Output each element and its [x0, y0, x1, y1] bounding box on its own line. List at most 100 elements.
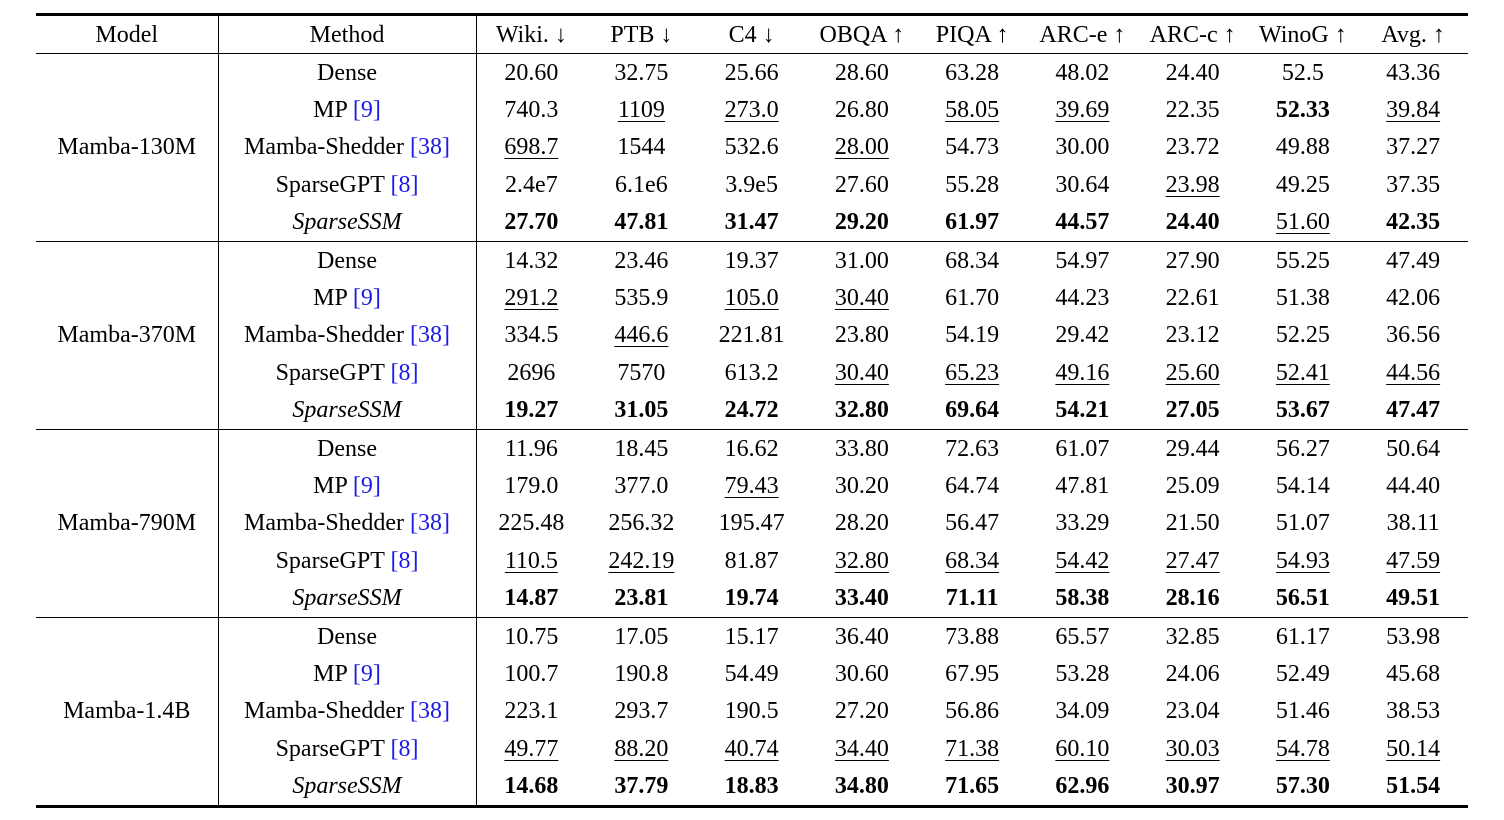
metric-value: 49.25: [1248, 166, 1358, 203]
table-row: Mamba-Shedder [38] 334.5 446.6 221.81 23.80 5…: [36, 316, 1468, 355]
metric-value: 18.45: [586, 429, 696, 467]
header-metric: OBQA ↑: [819, 21, 905, 48]
metric-value-text: 100.7: [504, 660, 559, 687]
citation-link[interactable]: [9]: [352, 285, 381, 312]
metric-value: 54.42: [1027, 542, 1137, 579]
metric-value: 49.77: [476, 730, 586, 767]
citation-link[interactable]: [8]: [390, 735, 419, 762]
method-cell: Mamba-Shedder [38]: [218, 128, 477, 167]
metric-value: 179.0: [476, 467, 586, 504]
metric-value: 47.59: [1358, 542, 1468, 579]
metric-value: 740.3: [476, 91, 586, 128]
metric-value-text: 31.05: [614, 397, 669, 424]
metric-value-text: 17.05: [614, 623, 669, 650]
metric-value-text: 61.17: [1275, 623, 1330, 650]
metric-value-text: 27.60: [834, 171, 889, 198]
metric-value: 54.19: [917, 317, 1027, 354]
citation-link[interactable]: [8]: [390, 171, 419, 198]
header-metric: WinoG ↑: [1259, 21, 1347, 48]
metric-value-text: 7570: [617, 359, 666, 386]
metric-value: 51.60: [1248, 204, 1358, 242]
method-name: SparseSSM: [292, 397, 402, 424]
metric-value: 51.46: [1248, 693, 1358, 730]
metric-value: 223.1: [476, 693, 586, 730]
metric-value-text: 49.88: [1275, 134, 1330, 161]
citation-link[interactable]: [9]: [352, 97, 381, 124]
metric-value-text: 54.42: [1055, 547, 1110, 574]
citation-link[interactable]: [38]: [409, 510, 450, 537]
metric-value: 56.86: [917, 693, 1027, 730]
metric-value-text: 14.32: [504, 247, 559, 274]
metric-value-text: 15.17: [724, 623, 779, 650]
metric-value-text: 30.64: [1055, 171, 1110, 198]
metric-value-text: 23.81: [614, 585, 669, 612]
metric-value: 14.87: [476, 579, 586, 617]
metric-value: 532.6: [697, 129, 807, 166]
citation-link[interactable]: [38]: [409, 698, 450, 725]
table-row: SparseGPT [8] 2696 7570 613.2 30.40 65.23 49.1…: [36, 354, 1468, 392]
table-header: Model Method Wiki. ↓ PTB ↓ C4 ↓ OBQA ↑ P…: [36, 14, 1469, 54]
method-cell: MP [9]: [218, 467, 477, 505]
metric-value: 19.74: [697, 579, 807, 617]
metric-value-text: 535.9: [614, 285, 669, 312]
header-model: Model: [36, 14, 219, 54]
metric-value: 105.0: [697, 279, 807, 316]
metric-value-text: 73.88: [945, 623, 1000, 650]
metric-value: 65.57: [1027, 617, 1137, 655]
metric-value-text: 68.34: [945, 247, 1000, 274]
method-name: MP: [313, 660, 347, 687]
metric-value: 11.96: [476, 429, 586, 467]
method-name: SparseGPT: [275, 735, 385, 762]
method-cell: Dense: [218, 241, 477, 280]
method-cell: MP [9]: [218, 655, 477, 693]
metric-value: 79.43: [697, 467, 807, 504]
citation-link[interactable]: [8]: [390, 547, 419, 574]
metric-value: 24.06: [1138, 655, 1248, 692]
metric-value: 42.35: [1358, 204, 1468, 242]
table-row: Mamba-Shedder [38] 698.7 1544 532.6 28.00 54.…: [36, 128, 1468, 167]
metric-value: 49.51: [1358, 579, 1468, 617]
metric-value: 57.30: [1248, 767, 1358, 806]
citation-link[interactable]: [9]: [352, 660, 381, 687]
metric-value: 29.20: [807, 204, 917, 242]
metric-value: 47.49: [1358, 241, 1468, 279]
metric-value-text: 23.12: [1165, 322, 1220, 349]
metric-value-text: 24.72: [724, 397, 779, 424]
metric-value-text: 56.47: [945, 510, 1000, 537]
citation-link[interactable]: [9]: [352, 472, 381, 499]
metric-value-text: 19.74: [724, 585, 779, 612]
metric-value-text: 22.35: [1165, 97, 1220, 124]
metric-value: 291.2: [476, 279, 586, 316]
metric-value: 20.60: [476, 54, 586, 92]
metric-value: 14.32: [476, 241, 586, 279]
method-name: MP: [313, 472, 347, 499]
metric-value: 54.49: [697, 655, 807, 692]
model-name: Mamba-790M: [36, 429, 219, 618]
metric-value: 68.34: [917, 542, 1027, 579]
metric-value-text: 52.49: [1275, 660, 1330, 687]
metric-value-text: 56.51: [1275, 585, 1330, 612]
metric-value-text: 21.50: [1165, 510, 1220, 537]
metric-value-text: 613.2: [724, 359, 779, 386]
metric-value: 53.98: [1358, 617, 1468, 655]
citation-link[interactable]: [8]: [390, 359, 419, 386]
metric-value: 56.47: [917, 505, 1027, 542]
citation-link[interactable]: [38]: [409, 322, 450, 349]
metric-value-text: 20.60: [504, 59, 559, 86]
metric-value-text: 61.07: [1055, 435, 1110, 462]
metric-value-text: 61.70: [945, 285, 1000, 312]
method-cell: MP [9]: [218, 91, 477, 129]
metric-value: 28.16: [1138, 579, 1248, 617]
metric-value: 73.88: [917, 617, 1027, 655]
metric-value-text: 18.45: [614, 435, 669, 462]
metric-value: 81.87: [697, 542, 807, 579]
metric-value-text: 25.66: [724, 59, 779, 86]
metric-value-text: 30.40: [834, 359, 889, 386]
citation-link[interactable]: [38]: [409, 134, 450, 161]
method-cell: Mamba-Shedder [38]: [218, 692, 477, 731]
model-group: Mamba-1.4B Dense 10.75 17.05 15.17 36.40 73.88…: [36, 617, 1469, 807]
metric-value-text: 16.62: [724, 435, 779, 462]
metric-value: 19.27: [476, 392, 586, 430]
metric-value: 15.17: [697, 617, 807, 655]
metric-value: 110.5: [476, 542, 586, 579]
